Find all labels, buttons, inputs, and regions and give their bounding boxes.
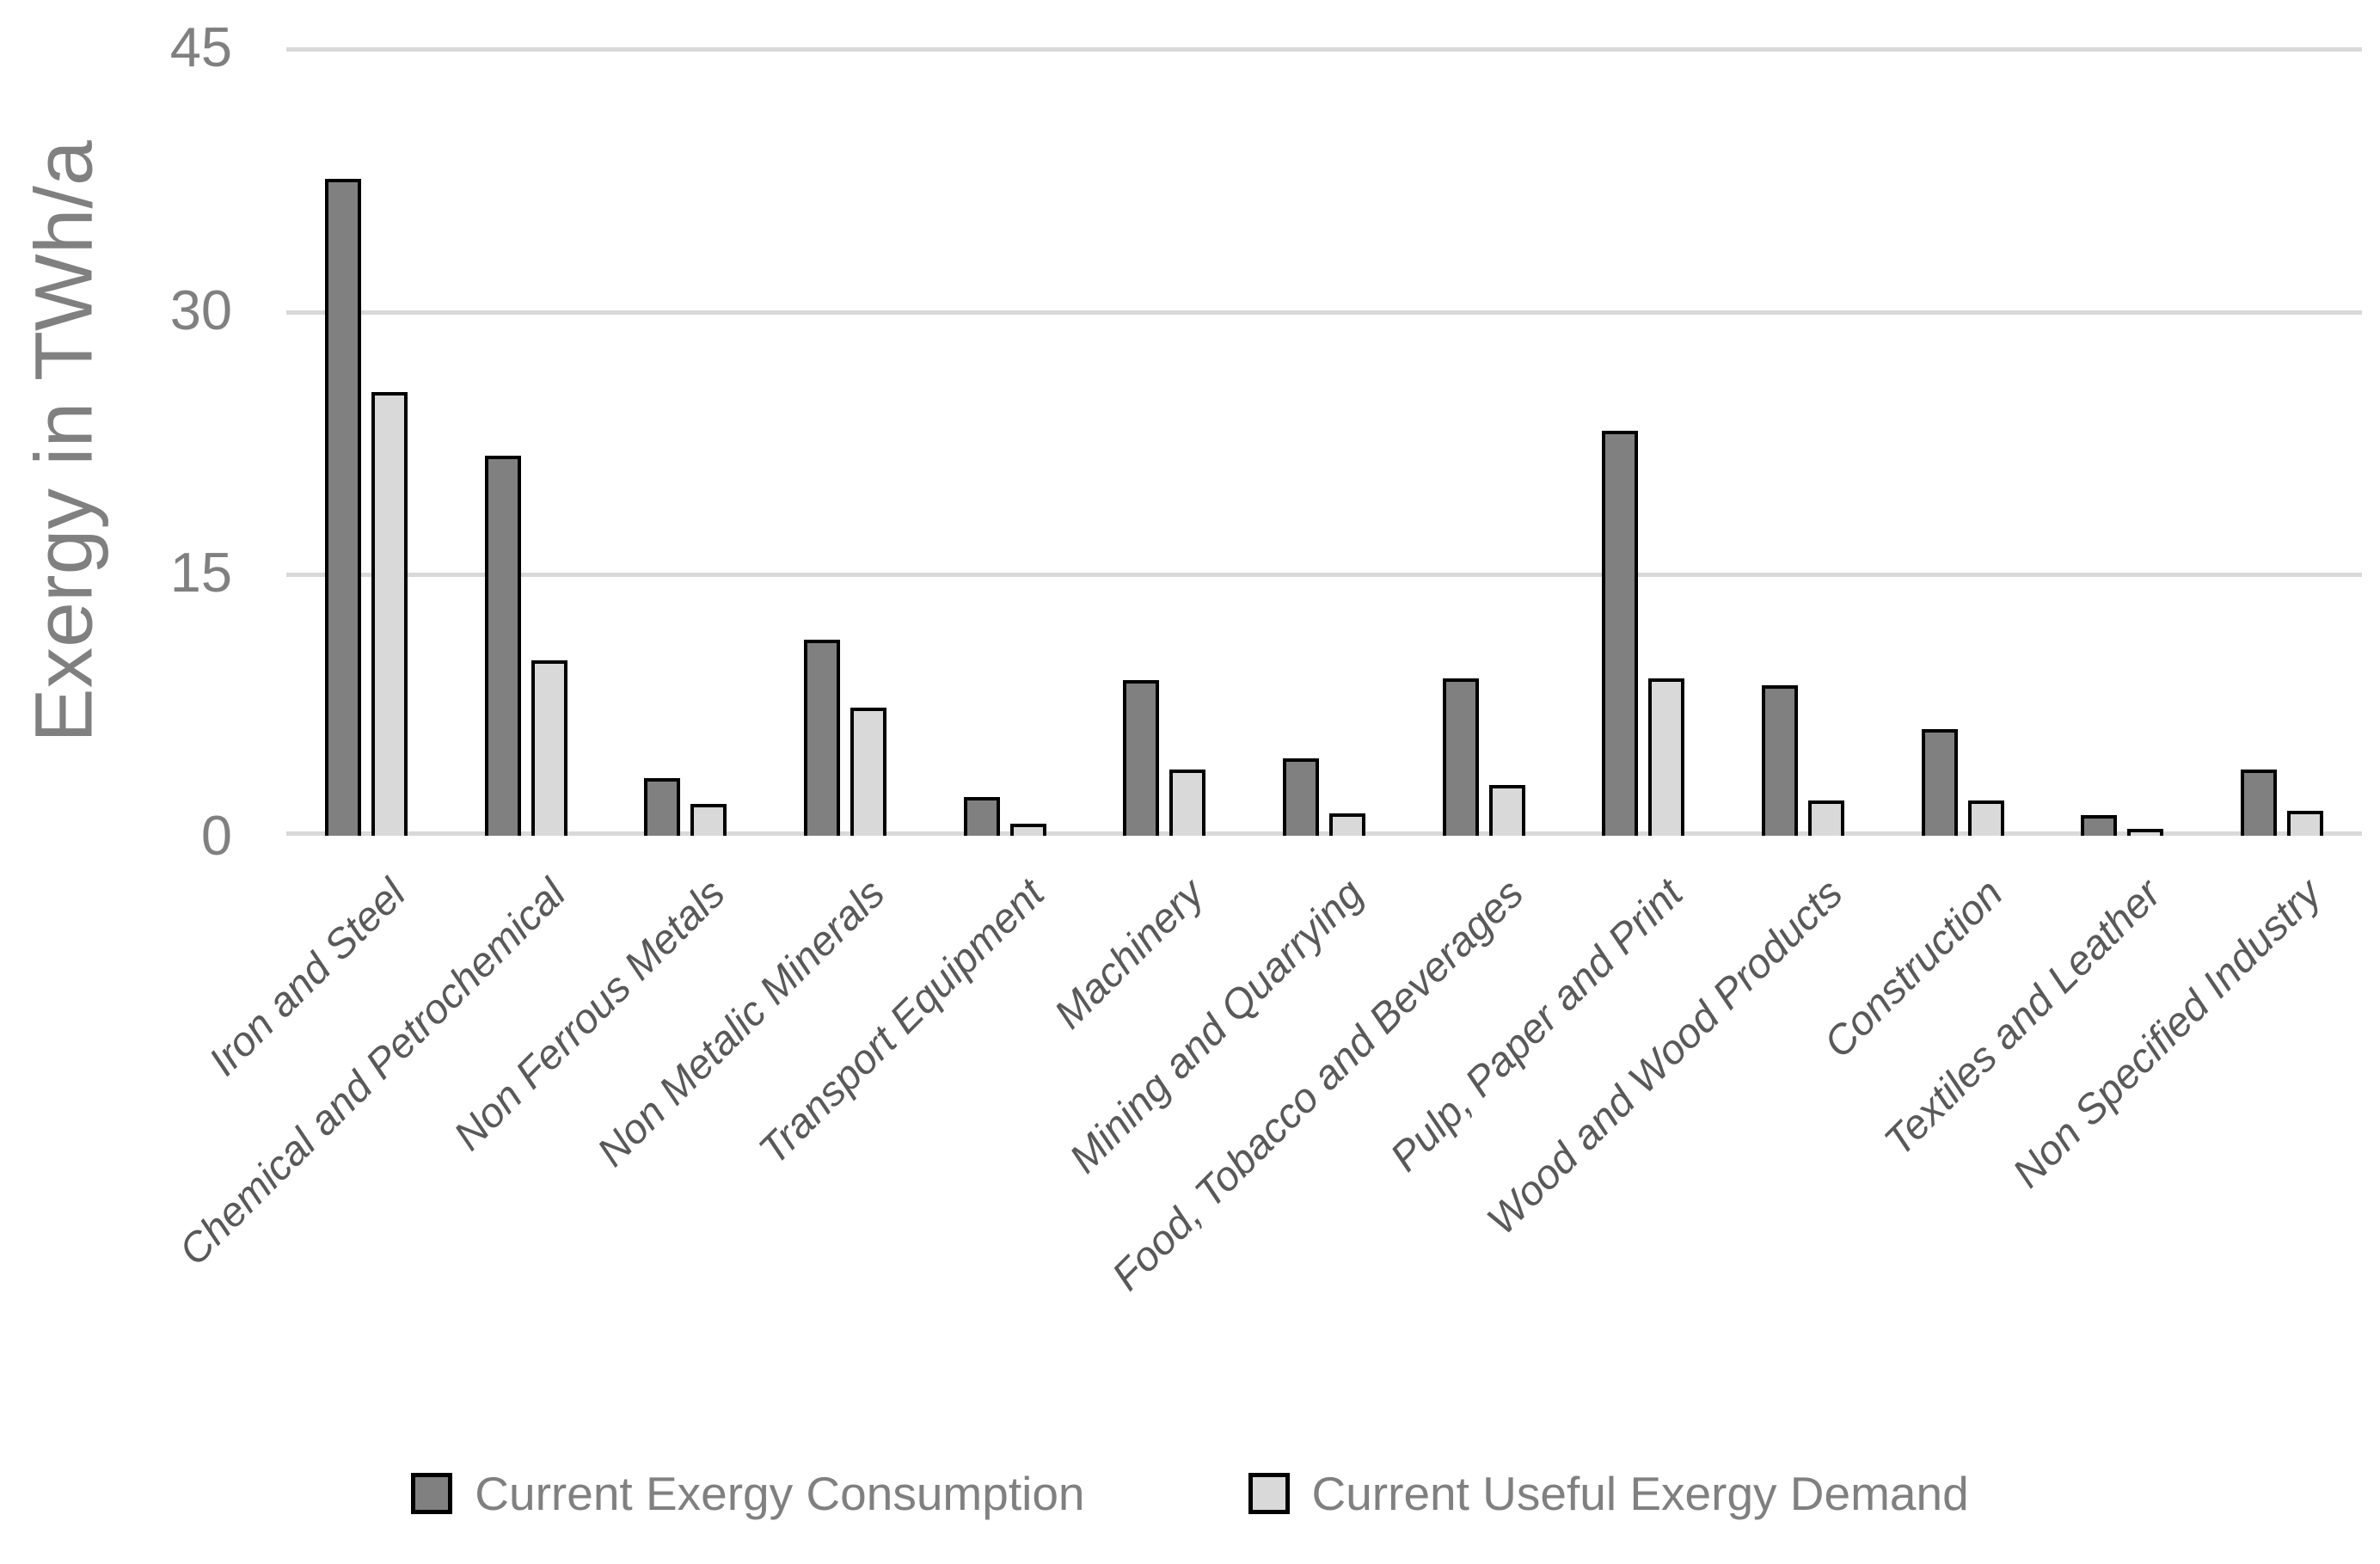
bar-consumption xyxy=(1921,729,1958,836)
bar-demand xyxy=(690,804,727,836)
gridline xyxy=(286,47,2362,52)
bar-demand xyxy=(1808,800,1845,836)
bar-group xyxy=(1564,47,1724,836)
bar-consumption xyxy=(1442,678,1479,836)
x-category-label-text: Non Metalic Minerals xyxy=(588,870,894,1176)
y-tick-label: 45 xyxy=(169,15,232,78)
bar-demand xyxy=(1169,770,1206,836)
bar-consumption xyxy=(644,778,681,836)
bar-consumption xyxy=(1123,680,1160,836)
bar-demand xyxy=(1648,678,1685,836)
bar-group xyxy=(925,47,1085,836)
bar-demand xyxy=(1488,785,1525,836)
bar-demand xyxy=(2127,829,2164,836)
bar-group xyxy=(1883,47,2043,836)
gridline xyxy=(286,310,2362,315)
x-category-label-text: Textiles and Leather xyxy=(1876,870,2171,1165)
y-axis-title: Exergy in TWh/a xyxy=(9,47,120,836)
bar-demand xyxy=(1967,800,2004,836)
legend-swatch-demand xyxy=(1248,1473,1290,1514)
legend-item-demand: Current Useful Exergy Demand xyxy=(1248,1466,1969,1521)
legend-label-demand: Current Useful Exergy Demand xyxy=(1311,1467,1969,1520)
legend: Current Exergy Consumption Current Usefu… xyxy=(0,1466,2380,1521)
bar-consumption xyxy=(1602,431,1639,836)
bar-group xyxy=(1404,47,1564,836)
bar-group xyxy=(1084,47,1244,836)
x-category-label-text: Mining and Quarrying xyxy=(1061,870,1373,1182)
bar-consumption xyxy=(324,179,361,836)
bar-group xyxy=(2043,47,2203,836)
gridline xyxy=(286,831,2362,836)
bar-consumption xyxy=(963,797,1000,836)
bar-group xyxy=(1244,47,1404,836)
bar-consumption xyxy=(1762,685,1799,836)
x-category-label-text: Machinery xyxy=(1046,870,1213,1038)
bar-group xyxy=(2202,47,2362,836)
plot-area xyxy=(286,47,2362,836)
x-category-label-text: Pulp, Paper and Print xyxy=(1382,870,1692,1181)
legend-label-consumption: Current Exergy Consumption xyxy=(475,1467,1085,1520)
bar-consumption xyxy=(2081,815,2118,836)
bar-demand xyxy=(2287,811,2324,836)
x-category-label-text: Non Ferrous Metals xyxy=(445,870,734,1160)
legend-item-consumption: Current Exergy Consumption xyxy=(411,1466,1085,1521)
bar-consumption xyxy=(803,640,840,836)
bar-demand xyxy=(531,660,567,836)
bar-group xyxy=(1723,47,1883,836)
bar-demand xyxy=(850,708,886,836)
bar-group xyxy=(446,47,606,836)
gridline xyxy=(286,573,2362,577)
y-tick-label: 0 xyxy=(200,804,232,867)
bar-consumption xyxy=(2241,770,2278,836)
bar-groups xyxy=(286,47,2362,836)
y-tick-label: 15 xyxy=(169,541,232,604)
y-axis-title-text: Exergy in TWh/a xyxy=(18,140,110,743)
bar-demand xyxy=(1009,824,1046,836)
bar-group xyxy=(286,47,446,836)
bar-demand xyxy=(1328,813,1365,836)
bar-group xyxy=(605,47,765,836)
bar-consumption xyxy=(484,456,521,836)
bar-consumption xyxy=(1282,758,1319,836)
x-category-label-text: Transport Equipment xyxy=(751,870,1054,1174)
x-category-label-text: Non Specified Industry xyxy=(2004,870,2331,1197)
y-tick-label: 30 xyxy=(169,279,232,341)
bar-demand xyxy=(371,392,408,836)
legend-swatch-consumption xyxy=(411,1473,453,1514)
bar-group xyxy=(765,47,925,836)
